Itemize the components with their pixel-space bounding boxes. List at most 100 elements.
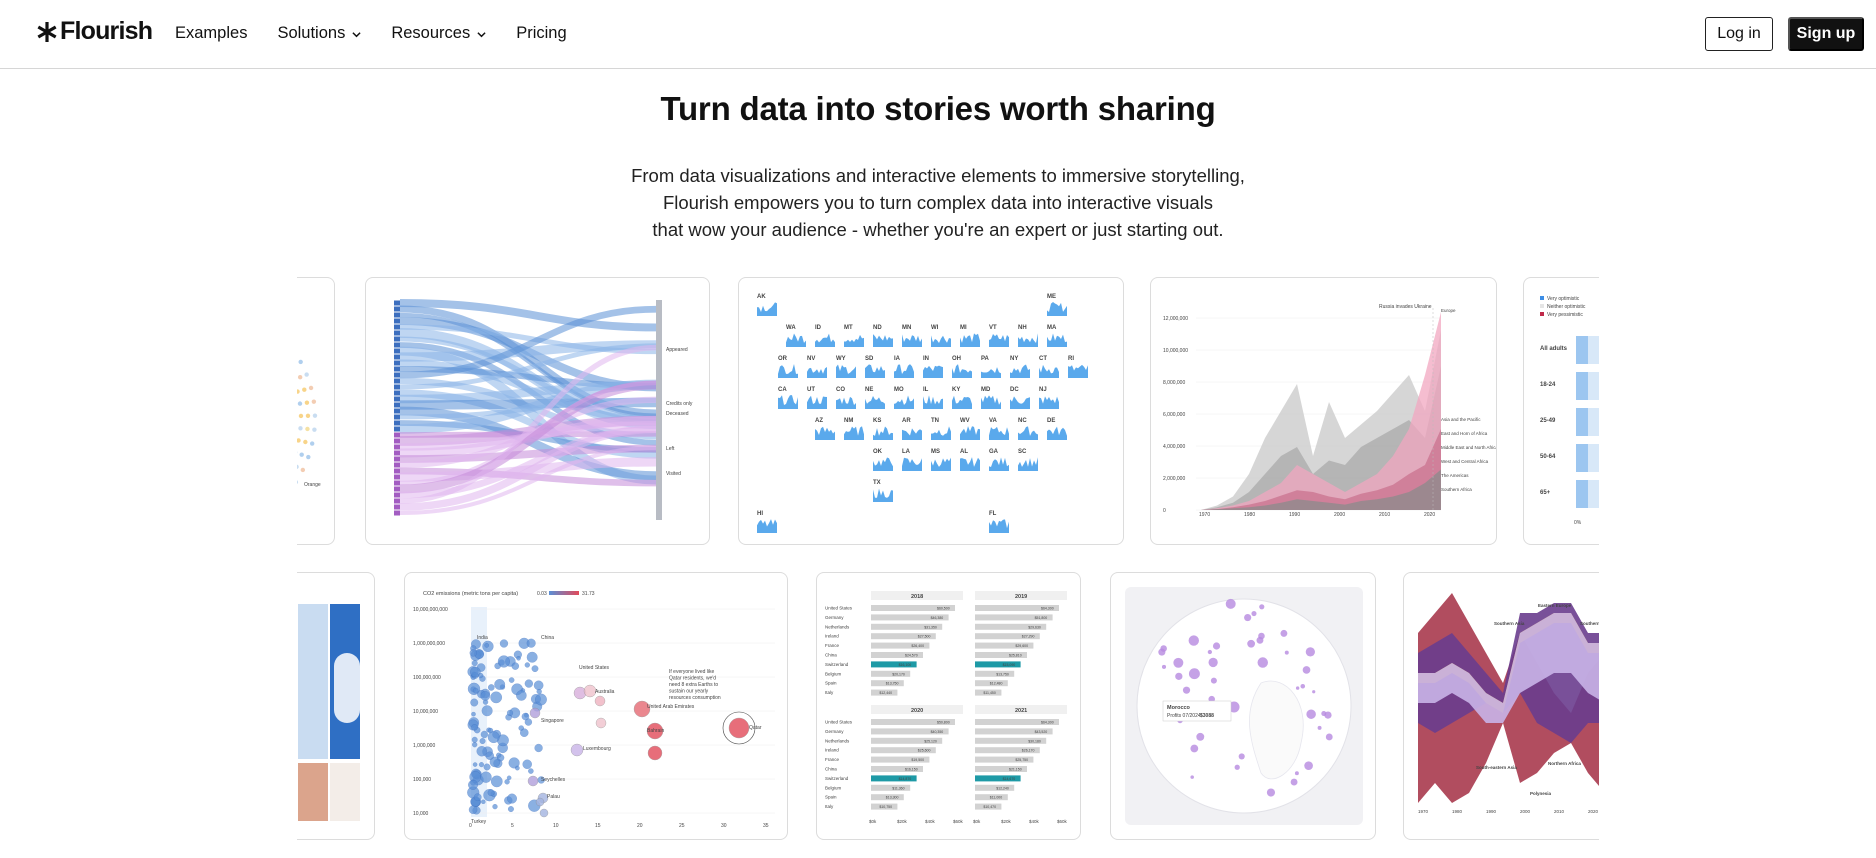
globe-dot (1173, 657, 1184, 668)
co2-point (487, 684, 495, 691)
co2-point (480, 691, 491, 701)
gallery-card-globe[interactable]: Morocco Profits 07/2024: $3088 (1110, 572, 1376, 840)
co2-point (478, 672, 484, 679)
globe-dot (1247, 639, 1256, 648)
state-label: LA (902, 449, 911, 455)
state-sparkline (1010, 396, 1030, 409)
sankey-label: Deceased (666, 411, 689, 417)
sankey-flow (399, 305, 657, 379)
gallery-card-co2-scatter[interactable]: CO2 emissions (metric tons per capita) 0… (404, 572, 788, 840)
sm-bar (871, 737, 943, 744)
state-label: FL (989, 511, 997, 517)
gallery-card-sankey[interactable]: Appeared Credits only Deceased Left Visi… (365, 277, 710, 545)
globe-tooltip (1162, 700, 1232, 722)
sankey-left-node (394, 348, 400, 354)
sankey-left-node (394, 456, 400, 462)
globe-dot (1321, 711, 1327, 717)
state-label: KS (873, 418, 881, 424)
gallery-card-radial[interactable]: Orange (297, 277, 335, 545)
state-sparkline (844, 334, 864, 347)
gallery-card-streamgraph[interactable]: Southern Asia Eastern Europe Southern Euro… (1403, 572, 1599, 840)
state-label: CA (778, 387, 787, 393)
sm-bar (871, 756, 930, 763)
radial-dot (303, 439, 308, 445)
co2-point (522, 759, 532, 769)
co2-point (484, 643, 490, 648)
sankey-left-node (394, 432, 400, 438)
sankey-left-node (394, 510, 400, 516)
chevron-down-icon (477, 32, 486, 38)
co2-point (472, 742, 478, 748)
small-multiple-bars-thumbnail: 2018 $60,500 $46,380 $31,350 $27,500 $26,400 $… (825, 591, 1068, 824)
state-sparkline (844, 426, 864, 440)
sm-x-tick: $60k (953, 819, 964, 824)
co2-point-label: United Arab Emirates (647, 704, 695, 710)
sankey-left-node (394, 420, 400, 426)
sm-bar (975, 623, 1047, 630)
globe-dot (1284, 650, 1289, 655)
sm-bar-value: $27,500 (918, 635, 931, 639)
area-series-label: West and Central Africa (1441, 459, 1489, 464)
survey-legend-swatch (1540, 312, 1544, 316)
nav-examples[interactable]: Examples (175, 24, 247, 43)
gallery-card-small-multiples[interactable]: 2018 $60,500 $46,380 $31,350 $27,500 $26,400 $… (816, 572, 1081, 840)
globe-sphere (1136, 598, 1352, 814)
radial-dot (312, 427, 317, 432)
area-x-tick: 1980 (1244, 512, 1255, 518)
co2-point-label: Australia (595, 689, 615, 695)
sm-bar (871, 670, 911, 677)
sm-bar (871, 803, 898, 810)
flourish-logo[interactable]: Flourish (37, 17, 153, 46)
nav-resources[interactable]: Resources (391, 24, 486, 43)
survey-row-label: 50-64 (1540, 454, 1556, 460)
survey-legend-label: Neither optimistic (1547, 304, 1586, 310)
gallery-card-stacked-area[interactable]: Russia invades Ukraine 12,000,000 10,000,… (1150, 277, 1497, 545)
survey-bar (1576, 372, 1588, 400)
globe-dot (1225, 598, 1236, 609)
stream-layer (1418, 613, 1599, 723)
gallery-card-us-grid[interactable]: AK ME WA ID MT ND MN WI MI VT NH MA OR NV WY SD IA IN OH PA… (738, 277, 1124, 545)
state-sparkline (1068, 364, 1088, 378)
area-series-label: Middle East and North Africa (1441, 445, 1497, 450)
co2-annotation: If everyone lived like (669, 669, 715, 675)
co2-point (506, 709, 514, 717)
co2-point (481, 705, 493, 717)
sm-bar-value: $26,170 (1022, 749, 1035, 753)
nav-pricing[interactable]: Pricing (516, 24, 566, 43)
stream-x-tick: 1970 (1418, 809, 1429, 814)
sankey-left-node (394, 300, 400, 306)
sm-bar (871, 719, 955, 725)
survey-legend-label: Very optimistic (1547, 296, 1580, 302)
survey-bar (1576, 480, 1588, 508)
state-label: NV (807, 356, 815, 362)
gallery-card-survey[interactable]: Very optimistic Neither optimistic Very pe… (1523, 277, 1599, 545)
sankey-left-node (394, 492, 400, 498)
globe-dot (1259, 604, 1265, 610)
gallery-card-photo-grid[interactable] (297, 572, 375, 840)
stream-x-tick: 2020 (1588, 809, 1599, 814)
state-label: DE (1047, 418, 1055, 424)
sm-bar (975, 747, 1040, 754)
sankey-left-node (394, 396, 400, 402)
login-button[interactable]: Log in (1705, 17, 1773, 51)
state-label: NY (1010, 356, 1018, 362)
survey-bar (1576, 444, 1588, 472)
sankey-left-node (394, 474, 400, 480)
co2-point (497, 754, 505, 762)
stream-x-tick: 1980 (1452, 809, 1463, 814)
gallery-row-2: CO2 emissions (metric tons per capita) 0… (297, 572, 1599, 842)
sm-bar-value: $20,170 (892, 672, 905, 676)
sm-country-label: Netherlands (825, 738, 850, 743)
sm-country-label: China (825, 653, 837, 658)
area-y-tick: 6,000,000 (1163, 412, 1185, 418)
signup-button[interactable]: Sign up (1788, 17, 1864, 51)
globe-dot (1302, 666, 1311, 674)
state-sparkline (1018, 426, 1038, 440)
radial-dot (298, 426, 303, 431)
state-sparkline (960, 426, 980, 440)
radial-dot (299, 452, 304, 457)
stream-x-tick: 2000 (1520, 809, 1531, 814)
hero-subtitle-line: From data visualizations and interactive… (631, 165, 1245, 186)
co2-point (528, 768, 534, 774)
nav-solutions[interactable]: Solutions (277, 24, 361, 43)
